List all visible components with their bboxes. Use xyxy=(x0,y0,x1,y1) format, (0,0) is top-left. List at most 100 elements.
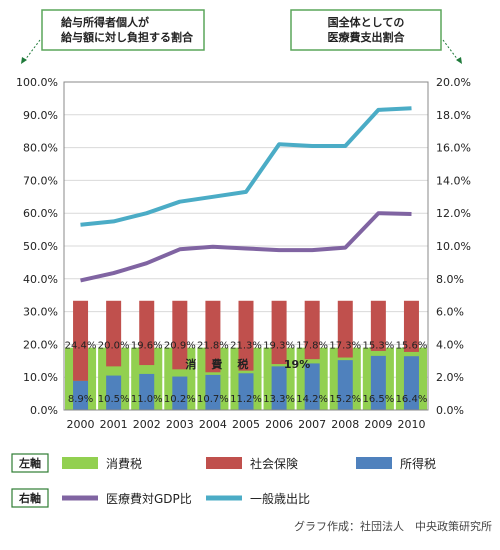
legend-swatch xyxy=(356,457,392,469)
x-tick-label: 2010 xyxy=(397,418,425,431)
income-tax-label: 13.3% xyxy=(263,394,295,405)
social-insurance-bar xyxy=(238,300,254,371)
social-insurance-bar xyxy=(403,300,419,352)
right-tick-label: 16.0% xyxy=(436,142,471,155)
social-insurance-bar xyxy=(370,300,386,351)
left-note-arrowhead xyxy=(21,57,27,64)
legend-label: 医療費対GDP比 xyxy=(106,491,192,506)
legend-label: 一般歳出比 xyxy=(250,491,310,506)
x-tick-label: 2000 xyxy=(67,418,95,431)
right-tick-label: 2.0% xyxy=(436,371,464,384)
x-tick-label: 2001 xyxy=(100,418,128,431)
income-tax-label: 11.0% xyxy=(131,394,163,405)
legend-swatch xyxy=(62,457,98,469)
social-insurance-label: 17.8% xyxy=(296,341,328,352)
x-tick-label: 2004 xyxy=(199,418,227,431)
social-insurance-bar xyxy=(73,300,89,381)
income-tax-label: 14.2% xyxy=(296,394,328,405)
income-tax-label: 10.5% xyxy=(98,394,130,405)
income-tax-bar xyxy=(403,356,419,410)
right-tick-label: 20.0% xyxy=(436,76,471,89)
consumption-tax-char: 費 xyxy=(210,357,222,371)
left-axis-tag: 左軸 xyxy=(18,456,41,470)
social-insurance-bar xyxy=(172,300,188,370)
left-tick-label: 60.0% xyxy=(23,207,58,220)
x-tick-label: 2008 xyxy=(331,418,359,431)
left-tick-label: 100.0% xyxy=(16,76,58,89)
income-tax-label: 10.7% xyxy=(197,394,229,405)
income-tax-bar xyxy=(205,374,221,410)
left-note-arrow xyxy=(24,39,41,61)
social-insurance-bar xyxy=(205,300,221,373)
left-axis-note: 給与所得者個人が xyxy=(61,15,149,29)
right-axis-note-box xyxy=(290,9,442,51)
right-axis-note: 医療費支出割合 xyxy=(328,30,406,44)
right-note-arrow xyxy=(442,39,459,61)
x-tick-label: 2002 xyxy=(133,418,161,431)
medical-gdp-line xyxy=(80,211,412,283)
left-tick-label: 30.0% xyxy=(23,306,58,319)
left-tick-label: 80.0% xyxy=(23,142,58,155)
right-tick-label: 0.0% xyxy=(436,404,464,417)
income-tax-label: 16.5% xyxy=(362,394,394,405)
legend-label: 所得税 xyxy=(400,456,436,471)
right-tick-label: 14.0% xyxy=(436,174,471,187)
right-tick-label: 8.0% xyxy=(436,273,464,286)
legend-label: 社会保険 xyxy=(250,456,298,471)
right-tick-label: 10.0% xyxy=(436,240,471,253)
plot-frame xyxy=(63,81,429,411)
x-tick-label: 2005 xyxy=(232,418,260,431)
left-tick-label: 10.0% xyxy=(23,371,58,384)
income-tax-bar xyxy=(172,376,188,410)
right-tick-label: 12.0% xyxy=(436,207,471,220)
right-tick-label: 6.0% xyxy=(436,306,464,319)
income-tax-bar xyxy=(238,373,254,410)
social-insurance-label: 15.6% xyxy=(396,341,428,352)
credit-text: グラフ作成：社団法人 中央政策研究所 xyxy=(294,519,492,533)
social-insurance-label: 15.3% xyxy=(362,341,394,352)
right-axis-note: 国全体としての xyxy=(328,15,405,29)
right-note-arrowhead xyxy=(456,57,462,64)
income-tax-label: 10.2% xyxy=(164,394,196,405)
income-tax-bar xyxy=(304,363,320,410)
left-axis-note-box xyxy=(41,9,205,51)
social-insurance-bar xyxy=(337,300,353,358)
social-insurance-label: 20.0% xyxy=(98,341,130,352)
left-tick-label: 40.0% xyxy=(23,273,58,286)
social-insurance-label: 21.3% xyxy=(230,341,262,352)
social-insurance-bar xyxy=(139,300,155,366)
social-insurance-label: 20.9% xyxy=(164,341,196,352)
right-tick-label: 18.0% xyxy=(436,109,471,122)
left-axis-note: 給与額に対し負担する割合 xyxy=(61,30,194,44)
social-insurance-label: 19.3% xyxy=(263,341,295,352)
income-tax-bar xyxy=(106,375,122,410)
income-tax-label: 16.4% xyxy=(396,394,428,405)
income-tax-label: 15.2% xyxy=(329,394,361,405)
left-axis-tag-box xyxy=(11,453,49,473)
left-tick-label: 50.0% xyxy=(23,240,58,253)
social-insurance-bar xyxy=(271,300,287,365)
income-tax-bar xyxy=(271,366,287,410)
social-insurance-bar xyxy=(304,300,320,360)
social-insurance-label: 17.3% xyxy=(329,341,361,352)
legend-label: 消費税 xyxy=(106,456,142,471)
income-tax-bar xyxy=(337,360,353,410)
x-tick-label: 2003 xyxy=(166,418,194,431)
general-expenditure-line xyxy=(80,106,412,227)
income-tax-label: 11.2% xyxy=(230,394,262,405)
consumption-tax-char: 税 xyxy=(237,357,248,371)
right-axis-tag: 右軸 xyxy=(18,491,41,505)
income-tax-bar xyxy=(73,380,89,410)
left-tick-label: 70.0% xyxy=(23,174,58,187)
left-tick-label: 0.0% xyxy=(30,404,58,417)
left-tick-label: 20.0% xyxy=(23,338,58,351)
x-tick-label: 2006 xyxy=(265,418,293,431)
income-tax-label: 8.9% xyxy=(68,394,93,405)
right-tick-label: 4.0% xyxy=(436,338,464,351)
income-tax-bar xyxy=(370,355,386,410)
social-insurance-label: 24.4% xyxy=(65,341,97,352)
income-tax-bar xyxy=(139,373,155,410)
social-insurance-label: 19.6% xyxy=(131,341,163,352)
left-tick-label: 90.0% xyxy=(23,109,58,122)
